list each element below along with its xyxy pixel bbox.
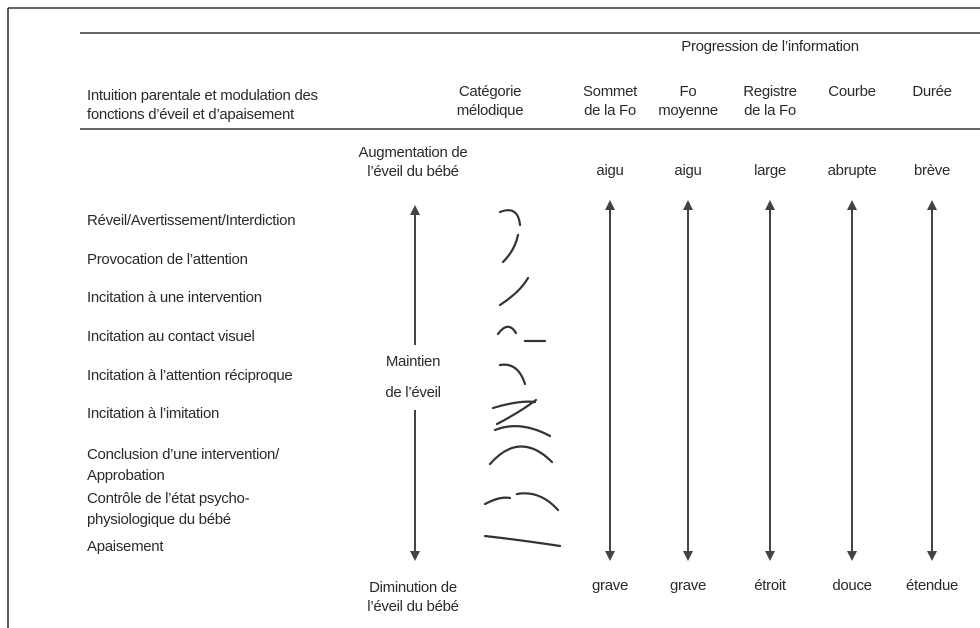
scale-top: aigu xyxy=(674,162,701,179)
header-title: Progression de l’information xyxy=(681,38,859,55)
row-label: Apaisement xyxy=(87,538,164,555)
text-background xyxy=(382,383,444,401)
row-label-header: Intuition parentale et modulation des xyxy=(87,87,318,104)
row-label: Conclusion d’une intervention/ xyxy=(87,446,280,463)
scale-bottom: douce xyxy=(832,577,871,594)
column-header: Catégorie xyxy=(459,83,521,100)
contour xyxy=(498,276,530,307)
column-header: Registre xyxy=(743,83,796,100)
arousal-label: Maintien xyxy=(386,353,440,370)
column-header: de la Fo xyxy=(744,102,796,119)
arousal-label: l’éveil du bébé xyxy=(367,163,458,180)
row-label-header: fonctions d’éveil et d’apaisement xyxy=(87,106,295,123)
melodic-contours xyxy=(483,209,562,548)
scale-top: large xyxy=(754,162,786,179)
row-label: Réveil/Avertissement/Interdiction xyxy=(87,212,295,229)
contour xyxy=(491,398,538,426)
column-header: Fo xyxy=(680,83,697,100)
contour xyxy=(501,233,520,264)
scale-bottom: étroit xyxy=(754,577,787,594)
scale-bottom: grave xyxy=(592,577,628,594)
column-header: moyenne xyxy=(658,102,718,119)
row-label: Incitation à une intervention xyxy=(87,289,262,306)
column-header: de la Fo xyxy=(584,102,636,119)
scale-top: aigu xyxy=(596,162,623,179)
row-label: Approbation xyxy=(87,467,165,484)
arousal-label: de l’éveil xyxy=(385,384,440,401)
text-background xyxy=(382,352,444,370)
scale-bottom: étendue xyxy=(906,577,958,594)
column-header: mélodique xyxy=(457,102,524,119)
row-label: Incitation à l’attention réciproque xyxy=(87,367,292,384)
scale-top: brève xyxy=(914,162,950,179)
contour xyxy=(483,492,560,512)
arousal-label: l’éveil du bébé xyxy=(367,598,458,615)
contour xyxy=(496,325,547,343)
row-label: Contrôle de l’état psycho- xyxy=(87,490,250,507)
scale-bottom: grave xyxy=(670,577,706,594)
column-header: Sommet xyxy=(583,83,638,100)
contour xyxy=(498,363,527,386)
arousal-label: Augmentation de xyxy=(359,144,468,161)
contour xyxy=(498,209,522,227)
arousal-label: Diminution de xyxy=(369,579,457,596)
contour xyxy=(483,534,562,548)
column-header: Durée xyxy=(912,83,951,100)
contour xyxy=(488,425,554,466)
column-header: Courbe xyxy=(828,83,875,100)
row-label: physiologique du bébé xyxy=(87,511,231,528)
scale-top: abrupte xyxy=(828,162,877,179)
row-label: Incitation au contact visuel xyxy=(87,328,255,345)
row-label: Incitation à l’imitation xyxy=(87,405,219,422)
row-label: Provocation de l’attention xyxy=(87,251,248,268)
